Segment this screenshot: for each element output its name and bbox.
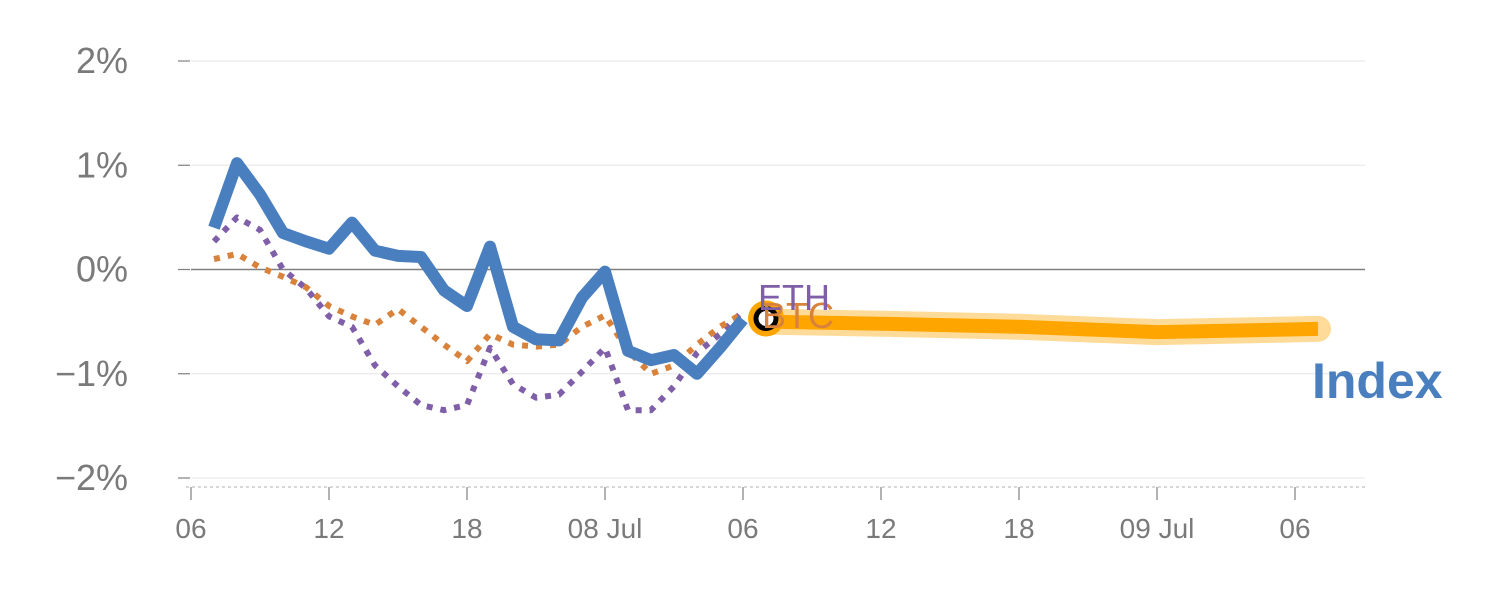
x-tick-label: 06 <box>1279 513 1310 544</box>
x-tick-label: 08 Jul <box>568 513 643 544</box>
series-lines <box>208 157 1331 414</box>
x-tick-labels: 06 12 18 08 Jul 06 12 18 09 Jul 06 <box>175 513 1310 544</box>
x-tick-label: 12 <box>865 513 896 544</box>
current-point-dot <box>753 305 779 331</box>
x-tick-label: 06 <box>175 513 206 544</box>
series-label-eth: ETH <box>758 277 830 318</box>
y-tick-label: 1% <box>76 144 128 185</box>
index-line <box>208 157 748 380</box>
btc-line <box>213 250 745 377</box>
x-tick-label: 09 Jul <box>1120 513 1195 544</box>
y-tick-label: −1% <box>55 353 128 394</box>
grid-lines <box>178 60 1365 479</box>
x-tick-label: 12 <box>313 513 344 544</box>
y-tick-label: 0% <box>76 249 128 290</box>
x-axis <box>186 486 1365 500</box>
series-label-btc: BTC <box>762 295 834 336</box>
y-tick-label: 2% <box>76 40 128 81</box>
y-tick-label: −2% <box>55 457 128 498</box>
series-label-index: Index <box>1312 353 1443 409</box>
x-tick-label: 18 <box>1003 513 1034 544</box>
series-labels: BTC ETH Index <box>758 277 1443 409</box>
current-point-marker <box>748 300 784 337</box>
x-tick-label: 06 <box>727 513 758 544</box>
forecast-line <box>765 314 1319 340</box>
y-tick-labels: 2% 1% 0% −1% −2% <box>55 40 128 498</box>
x-tick-label: 18 <box>451 513 482 544</box>
eth-line <box>211 214 746 414</box>
